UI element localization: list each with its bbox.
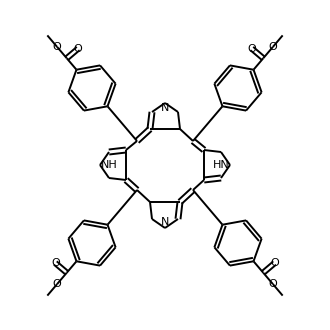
- Text: O: O: [270, 258, 279, 268]
- Text: O: O: [269, 42, 277, 52]
- Text: O: O: [53, 279, 61, 289]
- Text: N: N: [161, 217, 169, 227]
- Text: O: O: [51, 258, 60, 268]
- Text: O: O: [248, 44, 256, 53]
- Text: O: O: [53, 42, 61, 52]
- Text: O: O: [269, 279, 277, 289]
- Text: NH: NH: [101, 160, 117, 170]
- Text: HN: HN: [213, 160, 229, 170]
- Text: N: N: [161, 103, 169, 113]
- Text: O: O: [74, 44, 82, 53]
